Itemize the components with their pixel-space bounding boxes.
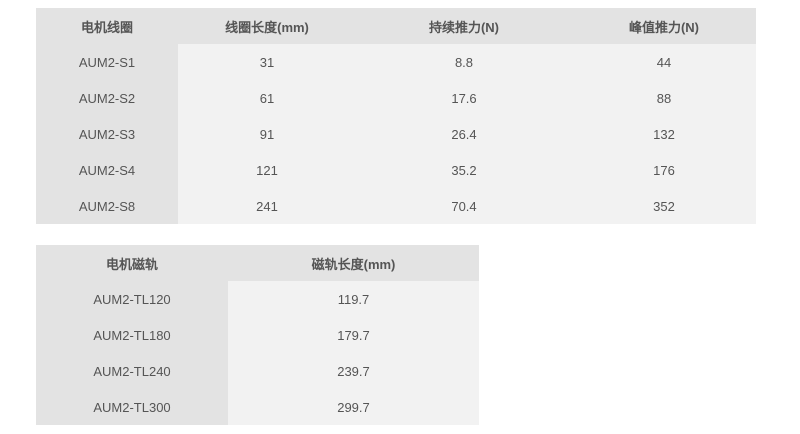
table-header-row: 电机线圈 线圈长度(mm) 持续推力(N) 峰值推力(N) bbox=[36, 8, 756, 44]
model-cell: AUM2-TL180 bbox=[36, 317, 228, 353]
header-cell: 磁轨长度(mm) bbox=[228, 245, 479, 281]
rail-spec-table: 电机磁轨 磁轨长度(mm) AUM2-TL120 119.7 AUM2-TL180 1… bbox=[36, 245, 479, 425]
value-cell: 70.4 bbox=[356, 188, 572, 224]
value-cell: 352 bbox=[572, 188, 756, 224]
coil-spec-table: 电机线圈 线圈长度(mm) 持续推力(N) 峰值推力(N) AUM2-S1 31 8… bbox=[36, 8, 756, 224]
value-cell: 31 bbox=[178, 44, 356, 80]
table-row: AUM2-S2 61 17.6 88 bbox=[36, 80, 756, 116]
model-cell: AUM2-S8 bbox=[36, 188, 178, 224]
model-cell: AUM2-S4 bbox=[36, 152, 178, 188]
model-cell: AUM2-TL240 bbox=[36, 353, 228, 389]
header-cell: 线圈长度(mm) bbox=[178, 8, 356, 44]
model-cell: AUM2-TL120 bbox=[36, 281, 228, 317]
value-cell: 132 bbox=[572, 116, 756, 152]
table-row: AUM2-S8 241 70.4 352 bbox=[36, 188, 756, 224]
value-cell: 8.8 bbox=[356, 44, 572, 80]
table-row: AUM2-S3 91 26.4 132 bbox=[36, 116, 756, 152]
value-cell: 61 bbox=[178, 80, 356, 116]
model-cell: AUM2-TL300 bbox=[36, 389, 228, 425]
value-cell: 121 bbox=[178, 152, 356, 188]
value-cell: 176 bbox=[572, 152, 756, 188]
table-row: AUM2-TL180 179.7 bbox=[36, 317, 479, 353]
model-cell: AUM2-S1 bbox=[36, 44, 178, 80]
value-cell: 119.7 bbox=[228, 281, 479, 317]
table-row: AUM2-S4 121 35.2 176 bbox=[36, 152, 756, 188]
table-row: AUM2-TL120 119.7 bbox=[36, 281, 479, 317]
model-cell: AUM2-S3 bbox=[36, 116, 178, 152]
table-header-row: 电机磁轨 磁轨长度(mm) bbox=[36, 245, 479, 281]
header-cell: 峰值推力(N) bbox=[572, 8, 756, 44]
table-row: AUM2-TL240 239.7 bbox=[36, 353, 479, 389]
value-cell: 239.7 bbox=[228, 353, 479, 389]
value-cell: 91 bbox=[178, 116, 356, 152]
table-row: AUM2-TL300 299.7 bbox=[36, 389, 479, 425]
value-cell: 299.7 bbox=[228, 389, 479, 425]
header-cell: 电机线圈 bbox=[36, 8, 178, 44]
value-cell: 44 bbox=[572, 44, 756, 80]
value-cell: 26.4 bbox=[356, 116, 572, 152]
header-cell: 电机磁轨 bbox=[36, 245, 228, 281]
value-cell: 241 bbox=[178, 188, 356, 224]
model-cell: AUM2-S2 bbox=[36, 80, 178, 116]
value-cell: 88 bbox=[572, 80, 756, 116]
header-cell: 持续推力(N) bbox=[356, 8, 572, 44]
value-cell: 17.6 bbox=[356, 80, 572, 116]
value-cell: 35.2 bbox=[356, 152, 572, 188]
table-row: AUM2-S1 31 8.8 44 bbox=[36, 44, 756, 80]
value-cell: 179.7 bbox=[228, 317, 479, 353]
